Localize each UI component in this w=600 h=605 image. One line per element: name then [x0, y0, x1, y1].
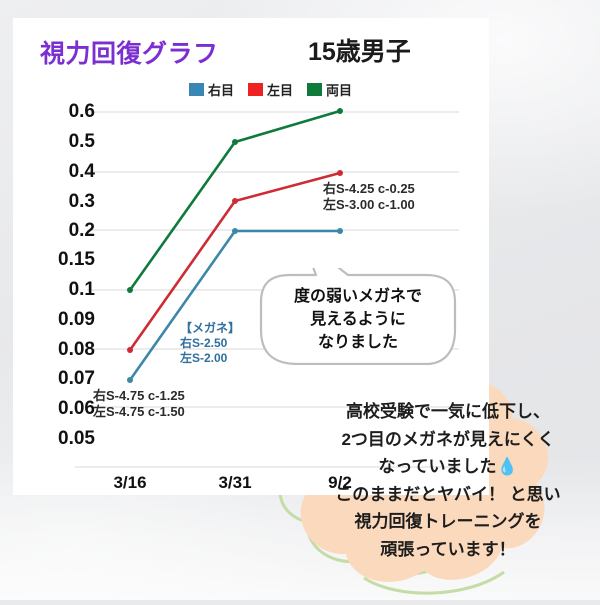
- series-points-both-eyes: [127, 108, 343, 293]
- chart-subtitle: 15歳男子: [308, 38, 411, 66]
- bottom-caption: 高校受験で一気に低下し、 2つ目のメガネが見えにくく なっていました💧 このまま…: [335, 402, 561, 559]
- y-tick-label: 0.05: [58, 428, 95, 449]
- y-tick-label: 0.4: [68, 161, 95, 182]
- chart-legend: 右目 左目 両目: [189, 80, 352, 99]
- legend-label-left-eye: 左目: [267, 83, 294, 98]
- y-tick-label: 0.09: [58, 309, 95, 330]
- annotation-right-prescription: 右S-4.25 c-0.25 左S-3.00 c-1.00: [323, 181, 415, 213]
- legend-label-right-eye: 右目: [208, 83, 235, 98]
- chart-card: 視力回復グラフ 15歳男子 右目 左目 両目: [13, 18, 489, 495]
- legend-swatch-both-eyes: [307, 83, 323, 96]
- page-title: 視力回復グラフ: [40, 40, 219, 68]
- y-axis-labels: 0.6 0.5 0.4 0.3 0.2 0.15 0.1 0.09 0.08 0…: [33, 18, 95, 495]
- y-tick-label: 0.07: [58, 368, 95, 389]
- x-tick-label: 3/31: [218, 473, 252, 492]
- y-tick-label: 0.15: [58, 249, 95, 270]
- annotation-initial-prescription: 右S-4.75 c-1.25 左S-4.75 c-1.50: [93, 388, 185, 420]
- y-tick-label: 0.2: [68, 220, 95, 241]
- annotation-glasses: 【メガネ】 右S-2.50 左S-2.00: [180, 321, 241, 365]
- y-tick-label: 0.6: [68, 101, 95, 122]
- legend-swatch-right-eye: [189, 83, 204, 96]
- y-tick-label: 0.1: [68, 279, 95, 300]
- series-line-both-eyes: [128, 109, 341, 291]
- y-tick-label: 0.08: [58, 339, 95, 360]
- legend-item-right-eye[interactable]: 右目: [189, 80, 234, 99]
- legend-item-both-eyes[interactable]: 両目: [307, 80, 352, 99]
- x-axis-labels: 3/16 3/31 9/2: [13, 473, 489, 503]
- legend-swatch-left-eye: [248, 83, 264, 96]
- y-tick-label: 0.3: [68, 191, 95, 212]
- legend-label-both-eyes: 両目: [326, 83, 353, 98]
- x-tick-label: 9/2: [328, 473, 352, 492]
- speech-bubble-text: 度の弱いメガネで 見えるように なりました: [293, 288, 422, 352]
- legend-item-left-eye[interactable]: 左目: [248, 80, 293, 99]
- x-tick-label: 3/16: [113, 473, 147, 492]
- speech-bubble: 度の弱いメガネで 見えるように なりました: [258, 268, 458, 365]
- y-tick-label: 0.5: [68, 131, 95, 152]
- y-tick-label: 0.06: [58, 398, 95, 419]
